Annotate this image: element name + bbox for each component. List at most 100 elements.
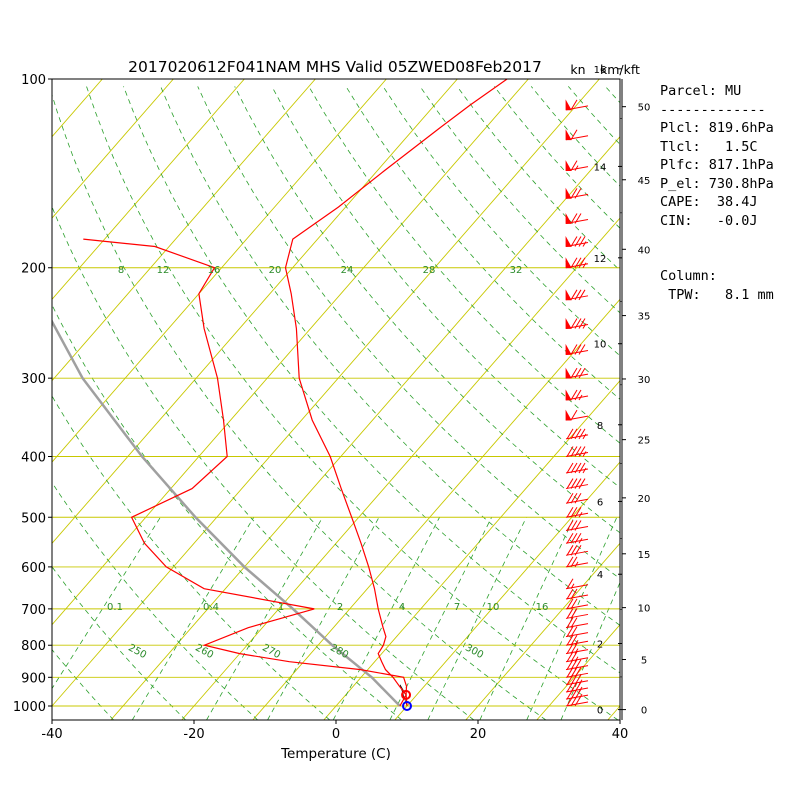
wind-barb-pennant [565,129,572,141]
mixing-ratio-label: 28 [423,265,436,276]
wind-barb-pennant [565,367,572,379]
wind-barb-flag [566,493,574,504]
wind-barb-flag [574,659,582,670]
wind-barb-flag [574,462,582,474]
temperature-trace [284,79,508,707]
wind-barb-flag [566,545,574,556]
y-tick-label: 100 [21,73,46,88]
mixing-ratio-label: 24 [341,265,354,276]
height-unit-label: km/kft [600,62,640,77]
wind-barb-half-flag [570,583,575,589]
wind-barb [565,634,589,646]
x-tick-label: 20 [470,727,487,742]
wind-barb-flag [574,367,582,379]
y-tick-label: 300 [21,372,46,387]
wind-barb-flag [570,318,578,329]
kft-tick-label: 10 [638,604,651,615]
wind-barb-staff [565,640,589,646]
wind-barb-flag [574,428,582,440]
stats-divider: ------------- [660,101,766,118]
wind-barb [565,493,589,504]
p-el-value: P_el: 730.8hPa [660,175,774,192]
wind-barb-flag [570,389,578,401]
wind-barb-staff [565,613,589,619]
wind-barb-half-flag [582,467,587,474]
mixing-ratio-label: 2 [337,602,343,613]
dry-adiabat-line [52,395,331,720]
mixing-ratio-line [332,517,440,720]
wind-barb-half-flag [582,262,587,269]
wind-barb-flag [578,257,586,269]
wind-barb-staff [565,632,589,638]
dry-adiabat-line [52,566,186,720]
sounding-profiles [52,79,508,711]
wind-barb [565,643,589,655]
wind-barb [565,389,589,401]
kft-tick-label: 25 [638,436,651,447]
wind-barb-flag [570,493,578,504]
plot-frame [51,78,621,721]
mixing-ratio-line [267,517,380,720]
y-tick-label: 600 [21,561,46,576]
wind-barb-flag [570,643,578,654]
kft-tick-label: 0 [641,706,647,717]
wind-barb-flag [570,520,578,531]
wind-barb-flag [566,588,574,600]
mixing-ratio-label: 20 [269,265,282,276]
dry-adiabat-line [52,205,475,720]
wind-barb-staff [565,512,589,518]
wind-barb-flag [566,651,574,663]
wind-barb-flag [570,588,578,600]
y-tick-label: 200 [21,262,46,277]
y-tick-label: 700 [21,603,46,618]
wind-barb-pennant [565,187,572,199]
km-tick-label: 16 [594,65,607,76]
isotherm-line [323,380,620,720]
wind-barb [565,187,589,199]
wind-barb-staff [565,604,589,610]
wind-barb-staff [565,672,589,678]
wind-barb-staff [565,694,589,700]
wind-barb-flag [566,532,574,544]
y-tick-label: 500 [21,511,46,526]
wind-barb-flag [570,129,578,141]
x-axis-label: Temperature (C) [280,746,391,762]
y-tick-label: 400 [21,450,46,465]
wind-barb [565,367,589,379]
isotherm-line [465,542,620,720]
isotherm-line [52,79,174,219]
km-tick-label: 6 [597,497,603,508]
wind-barb-flag [570,99,578,111]
wind-barb-flag [574,667,582,678]
wind-barb-flag [570,428,578,440]
wind-barb [565,160,589,172]
mixing-ratio-line [479,517,575,720]
wind-barb [565,317,589,330]
mixing-ratio-line [52,517,161,690]
wind-barb-flag [566,428,574,440]
wind-barb [565,626,589,638]
mixing-ratio-label: 0.4 [203,602,219,613]
wind-barb-flag [570,617,578,628]
y-tick-label: 900 [21,671,46,686]
tlcl-value: Tlcl: 1.5C [660,138,758,155]
isotherm-line [52,79,387,463]
mixing-ratio-label: 7 [454,602,460,613]
wind-barb [565,608,589,619]
wind-barb [565,617,589,629]
wind-barb-flag [570,213,578,224]
wind-barb-staff [565,468,589,474]
wind-barb-half-flag [582,433,587,440]
km-tick-label: 12 [594,254,607,265]
kft-tick-label: 30 [638,375,651,386]
tpw-value: TPW: 8.1 mm [660,286,774,303]
wind-barb-flag [578,446,586,457]
wind-barb-staff [565,657,589,663]
wind-barb-flag [574,478,582,489]
wind-barb-pennant [565,317,572,329]
wind-barb-flag [578,344,586,355]
wind-unit-label: kn [570,62,585,77]
wind-barb-flag [570,626,578,637]
wind-barb-flag [566,626,574,637]
